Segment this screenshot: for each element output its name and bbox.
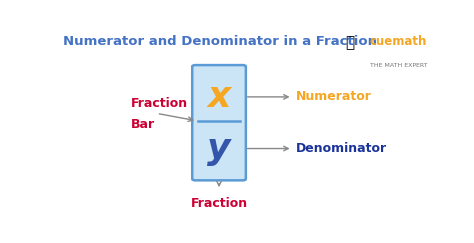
Text: THE MATH EXPERT: THE MATH EXPERT bbox=[370, 63, 427, 68]
Text: y: y bbox=[207, 131, 231, 165]
Text: Fraction: Fraction bbox=[191, 197, 247, 210]
Text: Numerator: Numerator bbox=[296, 90, 372, 103]
Text: Denominator: Denominator bbox=[296, 142, 387, 155]
Text: Fraction: Fraction bbox=[131, 97, 188, 110]
Text: x: x bbox=[208, 80, 231, 114]
Text: cuemath: cuemath bbox=[370, 35, 427, 48]
Text: 🚀: 🚀 bbox=[345, 35, 354, 50]
Text: Numerator and Denominator in a Fraction: Numerator and Denominator in a Fraction bbox=[63, 35, 377, 48]
Text: Bar: Bar bbox=[131, 118, 155, 131]
FancyBboxPatch shape bbox=[192, 65, 246, 180]
